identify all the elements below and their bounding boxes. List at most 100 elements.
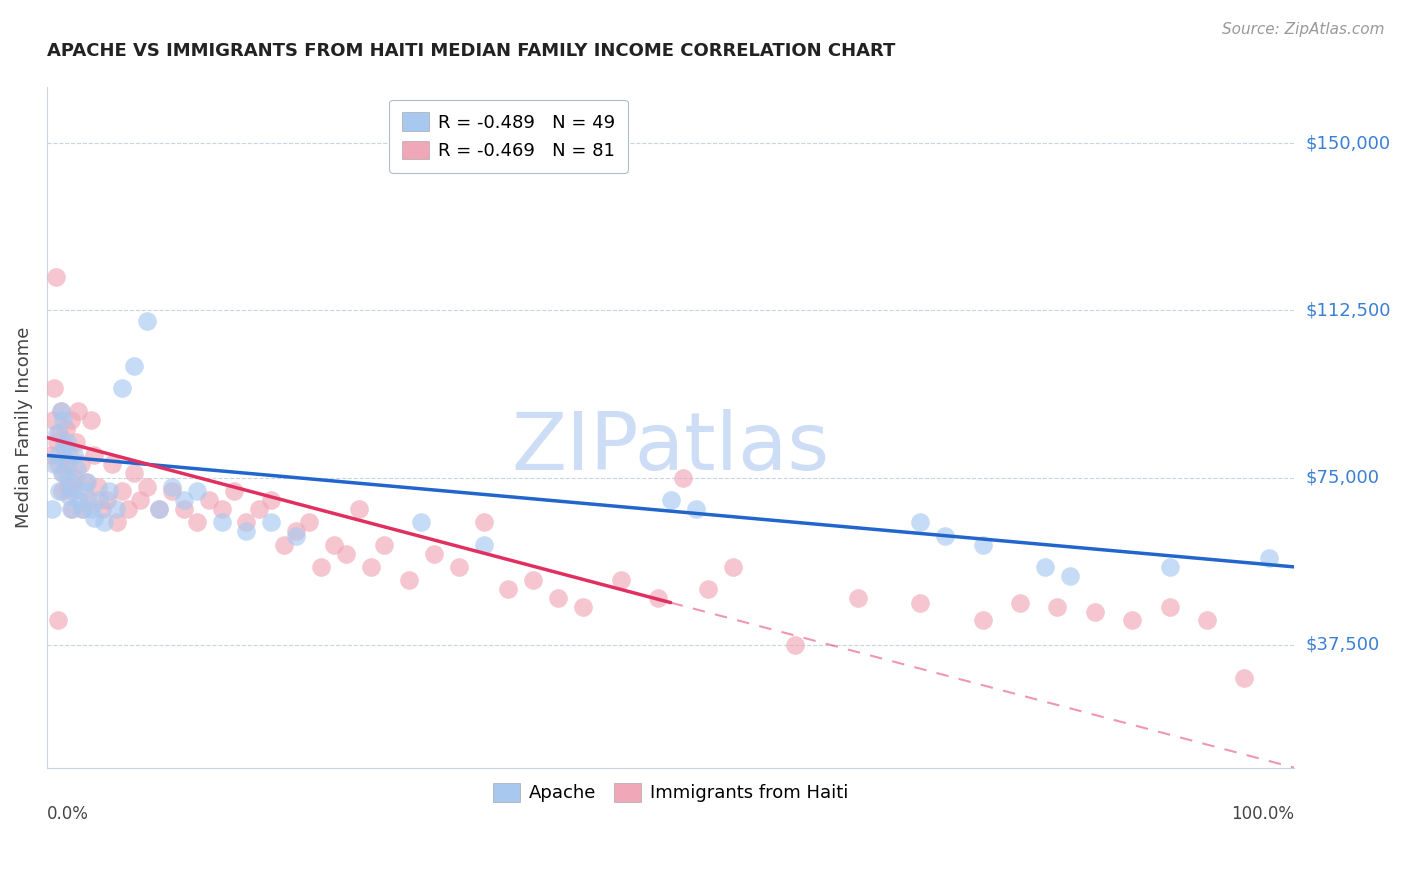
Point [44, 457, 66, 471]
Point [1033, 560, 1056, 574]
Point [77, 493, 100, 508]
Point [609, 574, 631, 588]
Point [498, 582, 520, 597]
Point [63, 448, 86, 462]
Text: APACHE VS IMMIGRANTS FROM HAITI MEDIAN FAMILY INCOME CORRELATION CHART: APACHE VS IMMIGRANTS FROM HAITI MEDIAN F… [46, 42, 896, 60]
Point [659, 493, 682, 508]
Point [63, 471, 86, 485]
Point [260, 493, 283, 508]
Point [44, 381, 66, 395]
Point [69, 457, 91, 471]
Point [55, 452, 77, 467]
Point [79, 502, 101, 516]
Point [422, 547, 444, 561]
Point [186, 516, 208, 530]
Point [70, 502, 93, 516]
Point [908, 596, 931, 610]
Point [56, 471, 79, 485]
Point [52, 412, 75, 426]
Point [173, 493, 195, 508]
Point [972, 614, 994, 628]
Point [160, 480, 183, 494]
Point [122, 359, 145, 373]
Point [98, 484, 121, 499]
Text: Source: ZipAtlas.com: Source: ZipAtlas.com [1222, 22, 1385, 37]
Point [87, 480, 110, 494]
Point [697, 582, 720, 597]
Point [235, 524, 257, 539]
Point [46, 448, 69, 462]
Legend: Apache, Immigrants from Haiti: Apache, Immigrants from Haiti [485, 776, 856, 810]
Point [522, 574, 544, 588]
Point [273, 538, 295, 552]
Point [472, 538, 495, 552]
Point [117, 502, 139, 516]
Point [285, 524, 308, 539]
Point [53, 439, 76, 453]
Point [1008, 596, 1031, 610]
Point [58, 489, 80, 503]
Point [148, 502, 170, 516]
Point [211, 516, 233, 530]
Point [67, 403, 90, 417]
Point [60, 502, 83, 516]
Point [222, 484, 245, 499]
Point [67, 493, 90, 508]
Point [360, 560, 382, 574]
Point [59, 412, 82, 426]
Point [672, 471, 695, 485]
Point [135, 480, 157, 494]
Text: $37,500: $37,500 [1306, 636, 1379, 654]
Point [111, 484, 134, 499]
Point [647, 591, 669, 606]
Point [260, 516, 283, 530]
Point [398, 574, 420, 588]
Point [972, 538, 994, 552]
Point [934, 529, 956, 543]
Point [62, 484, 84, 499]
Point [100, 457, 122, 471]
Point [1197, 614, 1219, 628]
Point [51, 466, 73, 480]
Point [198, 493, 221, 508]
Text: $112,500: $112,500 [1306, 301, 1391, 319]
Point [52, 466, 75, 480]
Point [135, 314, 157, 328]
Point [721, 560, 744, 574]
Point [65, 434, 87, 449]
Point [53, 439, 76, 453]
Point [83, 448, 105, 462]
Point [908, 516, 931, 530]
Point [373, 538, 395, 552]
Point [45, 434, 67, 449]
Point [547, 591, 569, 606]
Point [1046, 600, 1069, 615]
Point [785, 638, 807, 652]
Point [48, 484, 70, 499]
Point [45, 425, 67, 440]
Point [56, 434, 79, 449]
Point [411, 516, 433, 530]
Point [51, 484, 73, 499]
Text: $75,000: $75,000 [1306, 468, 1379, 487]
Point [105, 516, 128, 530]
Point [45, 269, 67, 284]
Point [1059, 569, 1081, 583]
Point [122, 466, 145, 480]
Point [96, 493, 118, 508]
Point [48, 425, 70, 440]
Text: $150,000: $150,000 [1306, 134, 1391, 152]
Point [93, 516, 115, 530]
Point [56, 457, 79, 471]
Point [685, 502, 707, 516]
Point [285, 529, 308, 543]
Point [1084, 605, 1107, 619]
Point [55, 421, 77, 435]
Point [572, 600, 595, 615]
Point [160, 484, 183, 499]
Point [73, 484, 96, 499]
Point [1159, 600, 1181, 615]
Point [247, 502, 270, 516]
Point [76, 475, 98, 490]
Point [186, 484, 208, 499]
